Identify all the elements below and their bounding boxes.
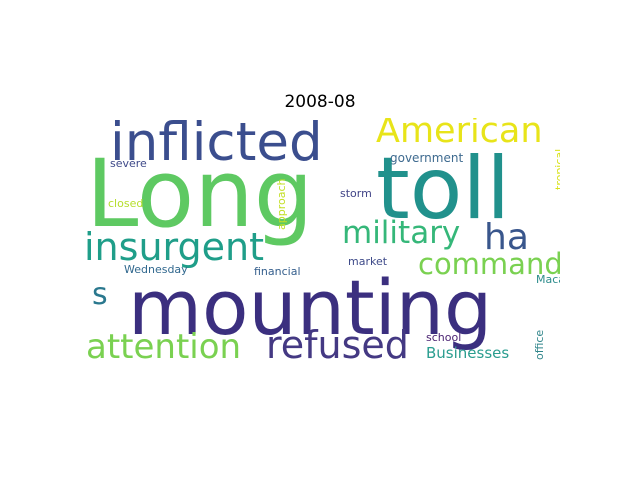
word-severe: severe xyxy=(110,157,147,170)
word-mounting: mounting xyxy=(128,263,493,352)
word-financial: financial xyxy=(254,265,301,278)
word-wednesday: Wednesday xyxy=(124,263,188,276)
word-ha: ha xyxy=(484,217,529,258)
word-long: Long xyxy=(86,140,314,249)
word-closed: closed xyxy=(108,197,144,210)
word-military: military xyxy=(342,215,461,251)
word-market: market xyxy=(348,255,388,268)
word-tropical: tropical xyxy=(553,148,560,190)
word-insurgent: insurgent xyxy=(84,225,264,269)
chart-title: 2008-08 xyxy=(284,92,356,112)
word-commander: commander xyxy=(418,247,560,281)
word-macau: Macau xyxy=(536,273,560,286)
word-s: s xyxy=(92,277,108,312)
word-office: office xyxy=(533,329,546,360)
word-cloud: Long toll mounting inflicted American in… xyxy=(80,118,560,380)
word-businesses: Businesses xyxy=(426,344,510,362)
word-toll: toll xyxy=(376,139,511,239)
word-inflicted: inflicted xyxy=(110,118,323,173)
word-government: government xyxy=(390,151,464,165)
word-approach: approach xyxy=(275,178,288,230)
word-school: school xyxy=(426,331,462,344)
word-american: American xyxy=(376,118,543,151)
word-attention: attention xyxy=(86,327,242,367)
word-refused: refused xyxy=(266,323,409,367)
word-storm: storm xyxy=(340,187,372,200)
